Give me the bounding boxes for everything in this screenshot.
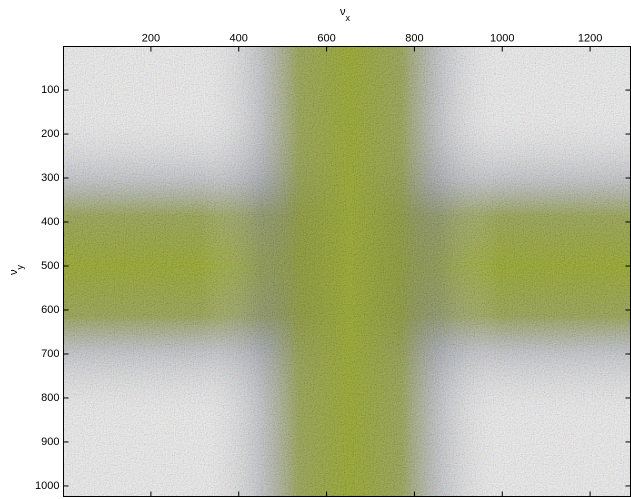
y-tick-label: 700 <box>41 348 59 360</box>
y-tick-label: 500 <box>41 260 59 272</box>
y-tick-label: 400 <box>41 216 59 228</box>
y-axis-label: νy <box>8 265 25 276</box>
x-axis-label: νx <box>340 6 351 23</box>
x-tick-label: 200 <box>142 32 160 44</box>
y-tick-label: 800 <box>41 392 59 404</box>
x-tick-label: 400 <box>230 32 248 44</box>
y-tick-label: 600 <box>41 304 59 316</box>
y-tick-label: 1000 <box>35 480 59 492</box>
x-axis-symbol: ν <box>340 6 346 18</box>
x-tick-label: 600 <box>317 32 335 44</box>
y-tick-label: 200 <box>41 128 59 140</box>
y-tick-label: 300 <box>41 172 59 184</box>
x-tick-label: 1200 <box>578 32 602 44</box>
y-tick-label: 900 <box>41 436 59 448</box>
spectrum-image <box>63 46 631 497</box>
x-tick-label: 800 <box>405 32 423 44</box>
y-axis-symbol: ν <box>8 269 20 275</box>
y-tick-label: 100 <box>41 84 59 96</box>
y-axis-subscript: y <box>15 265 25 270</box>
x-tick-label: 1000 <box>490 32 514 44</box>
x-axis-subscript: x <box>346 13 351 23</box>
